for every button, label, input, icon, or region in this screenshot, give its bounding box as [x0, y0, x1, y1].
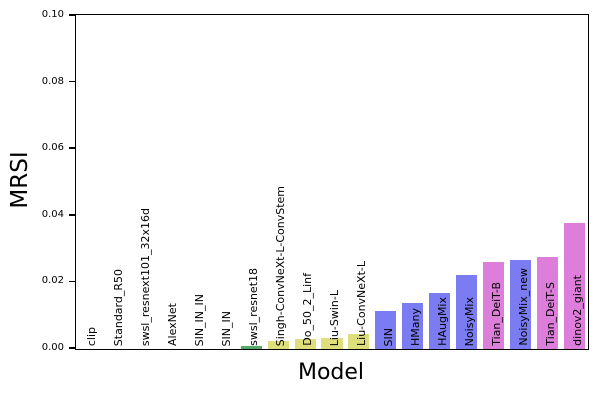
y-tick-mark: [69, 214, 75, 216]
bar-noisymix: [456, 275, 478, 349]
bar-label-noisymix-new: NoisyMix_new: [516, 268, 530, 346]
y-tick-label: 0.08: [41, 75, 64, 87]
y-tick-label: 0.10: [41, 9, 64, 20]
y-tick-label: 0.06: [41, 142, 64, 154]
bar-noisymix-new: [510, 260, 532, 349]
y-tick-mark: [69, 347, 75, 349]
x-axis-label: Model: [297, 360, 365, 385]
bar-liu-convnext-l: [348, 334, 370, 349]
bar-tian-deit-b: [483, 262, 505, 349]
bar-do-50-2-linf: [294, 339, 316, 349]
bar-label-swsl-resnext101-32x16d: swsl_resnext101_32x16d: [139, 207, 153, 346]
bar-label-swsl-resnet18: swsl_resnet18: [247, 268, 261, 346]
bar-label-tian-deit-b: Tian_DeiT-B: [489, 282, 503, 346]
bar-label-do-50-2-linf: Do_50_2_Linf: [301, 273, 315, 346]
y-axis-label: MRSI: [7, 151, 33, 209]
y-tick-mark: [69, 147, 75, 149]
y-tick-mark: [69, 80, 75, 83]
bar-label-standard-r50: Standard_R50: [112, 268, 126, 346]
bar-sin: [375, 311, 397, 349]
y-tick-label: 0.02: [41, 275, 64, 287]
bar-haugmix: [429, 293, 451, 349]
bar-label-sin-in-in: SIN_IN_IN: [193, 293, 207, 346]
bar-label-noisymix: NoisyMix: [462, 296, 476, 346]
bar-label-sin-in: SIN_IN: [220, 310, 234, 346]
bar-label-haugmix: HAugMix: [435, 297, 449, 346]
bar-swsl-resnet18: [240, 346, 262, 349]
bar-label-clip: clip: [85, 326, 99, 346]
bar-label-singh-convnext-l-convstem: Singh-ConvNeXt-L-ConvStem: [274, 185, 288, 346]
bar-label-hmany: HMany: [408, 308, 422, 346]
bar-dinov2-giant: [564, 223, 586, 349]
y-tick-label: 0.04: [41, 208, 64, 220]
plot-area: clip Standard_R50 swsl_resnext101_32x16d Al…: [75, 14, 589, 350]
y-tick-label: 0.00: [41, 342, 64, 353]
bar-singh-convnext-l-convstem: [267, 341, 289, 349]
bar-tian-deit-s: [537, 257, 559, 349]
bar-label-liu-swin-l: Liu-Swin-L: [328, 289, 341, 346]
y-tick-mark: [69, 14, 75, 16]
y-tick-mark: [69, 280, 75, 283]
bar-label-sin: SIN: [381, 327, 395, 346]
bar-label-dinov2-giant: dinov2_giant: [570, 275, 584, 346]
bar-hmany: [402, 303, 424, 349]
bar-label-tian-deit-s: Tian_DeiT-S: [543, 282, 557, 346]
bar-label-alexnet: AlexNet: [166, 303, 180, 346]
bar-label-liu-convnext-l: Liu-ConvNeXt-L: [354, 261, 368, 346]
bar-liu-swin-l: [321, 338, 343, 349]
